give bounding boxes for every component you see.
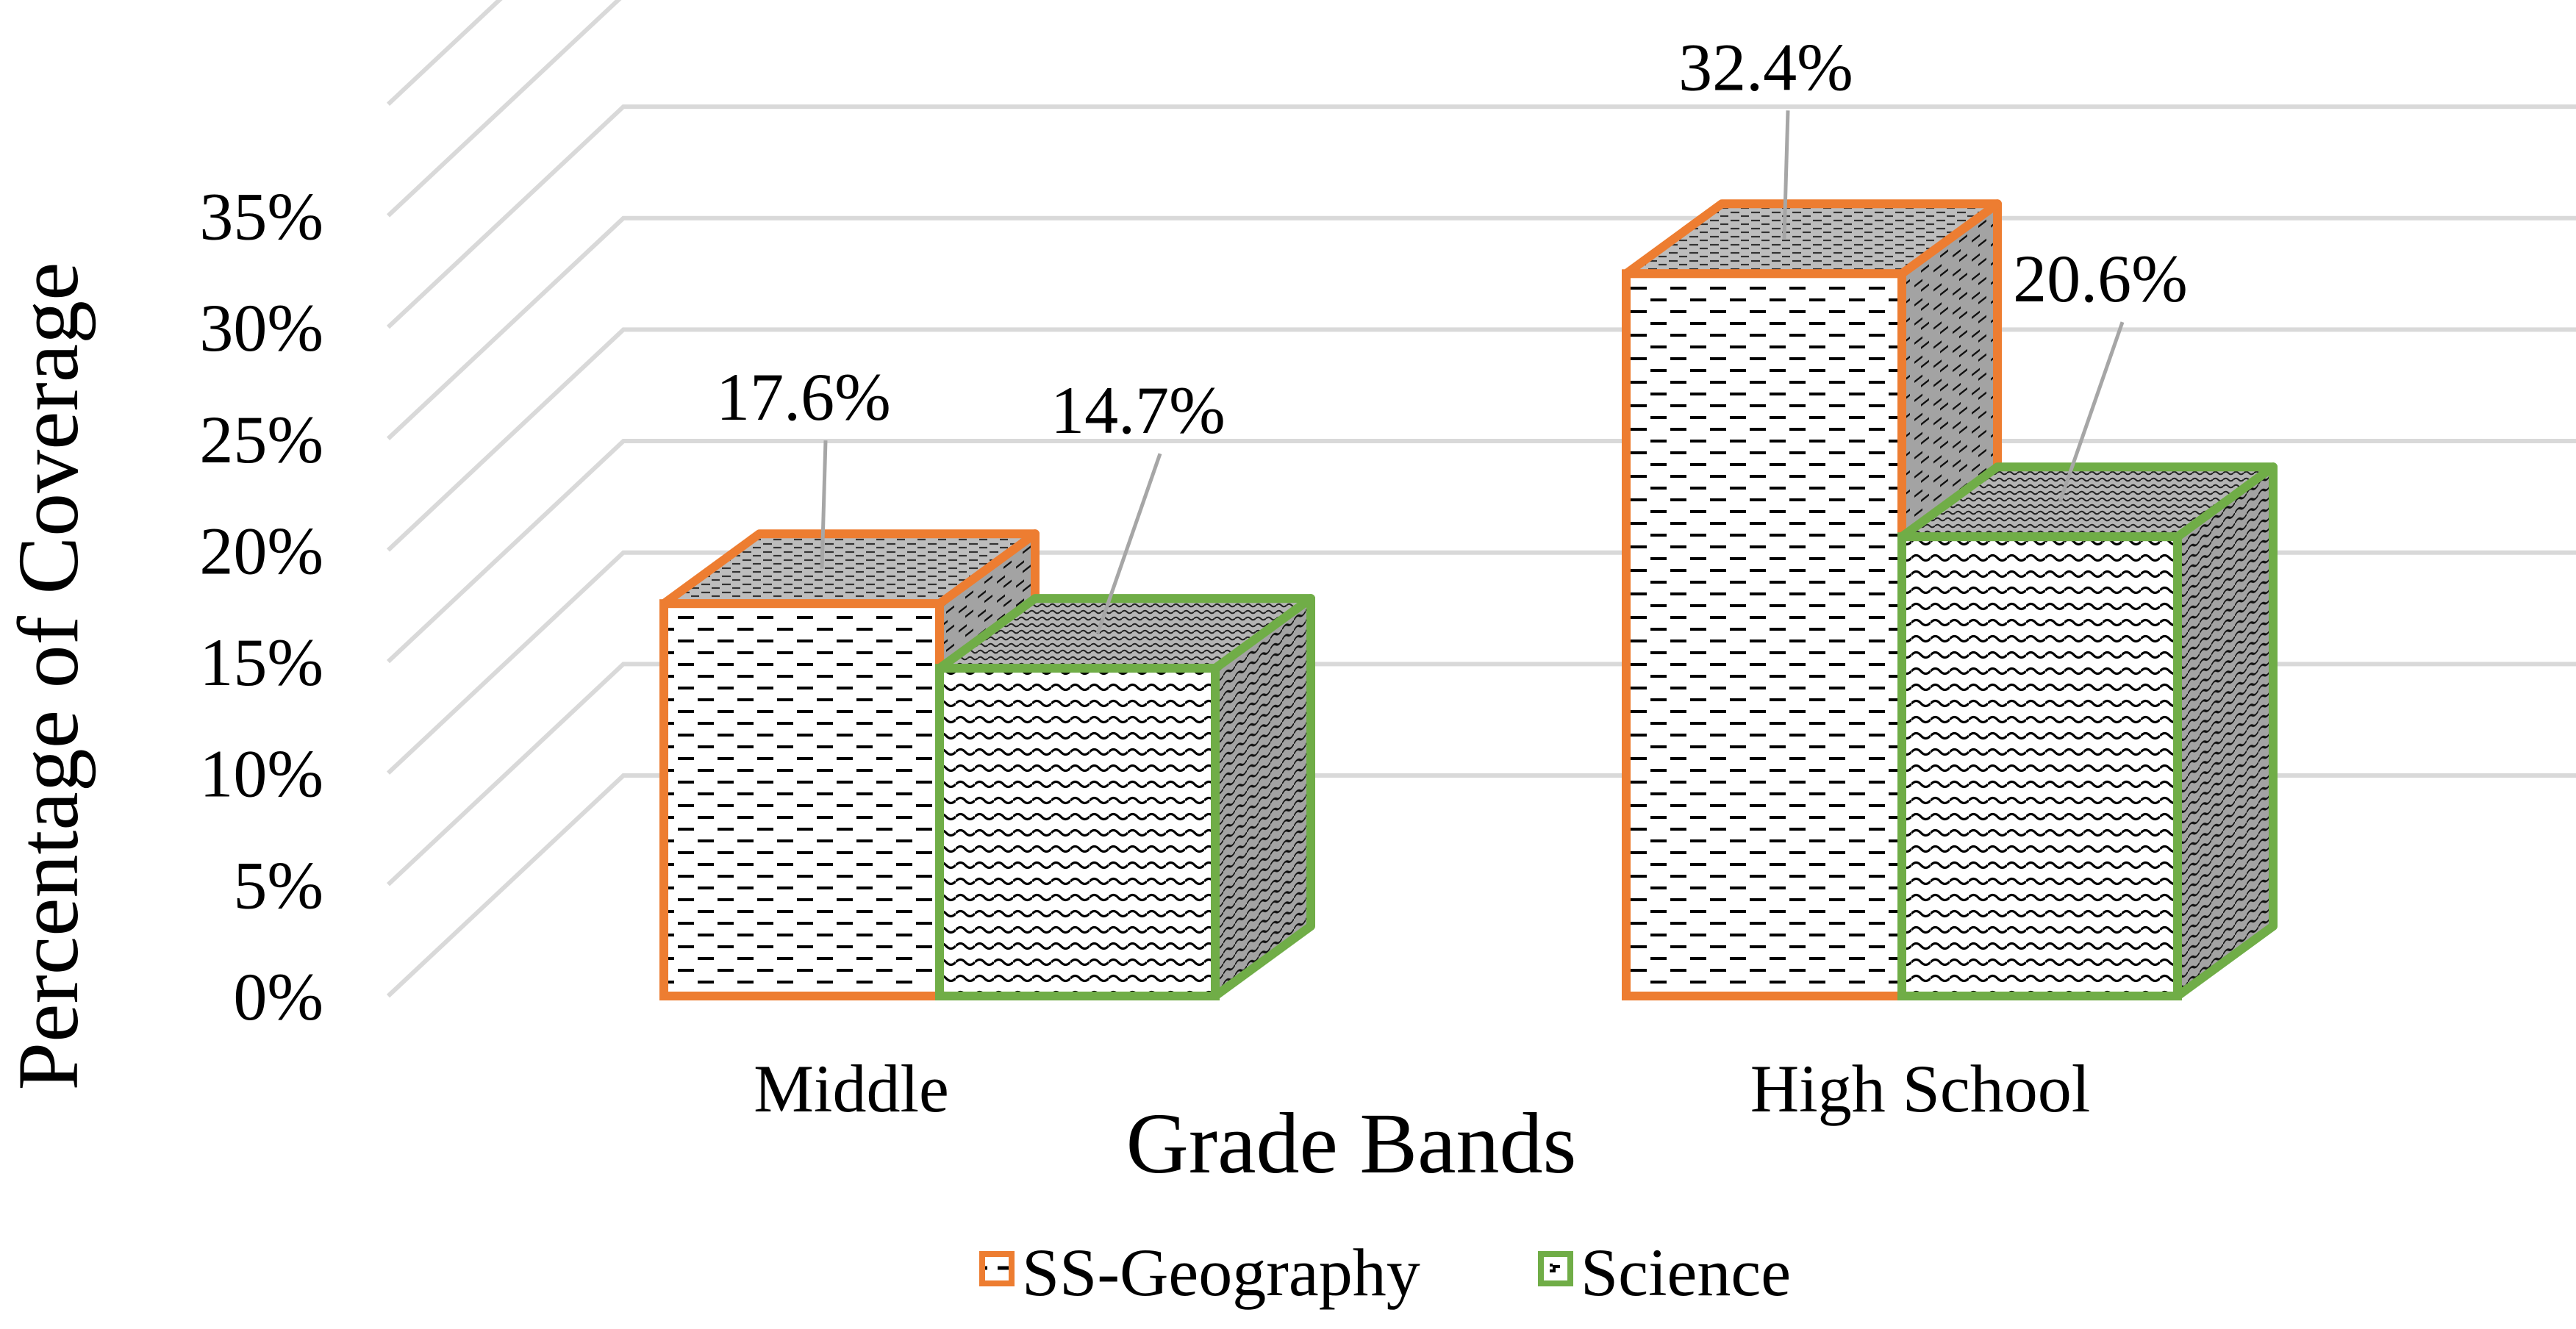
y-axis-title: Percentage of Coverage <box>0 262 96 1091</box>
y-tick-label: 0% <box>233 959 323 1034</box>
data-label-leader <box>820 440 828 569</box>
y-tick-label: 25% <box>199 402 323 477</box>
data-label: 32.4% <box>1678 29 1853 104</box>
data-label: 14.7% <box>1051 373 1226 448</box>
bar-front <box>935 664 1220 1000</box>
y-tick-label: 10% <box>199 737 323 812</box>
data-label-leader <box>1095 453 1162 634</box>
y-tick-label: 35% <box>199 179 323 254</box>
legend-label-science: Science <box>1581 1235 1791 1310</box>
bar-side <box>2173 462 2278 1000</box>
y-tick-label: 30% <box>199 290 323 365</box>
y-tick-label: 5% <box>233 848 323 923</box>
legend-swatch-science <box>1538 1251 1573 1286</box>
bar-front <box>659 599 944 1000</box>
x-tick-label: Middle <box>754 1051 949 1126</box>
legend-label-ss-geography: SS-Geography <box>1022 1235 1420 1310</box>
data-label: 20.6% <box>2013 241 2188 316</box>
data-label: 17.6% <box>716 359 891 434</box>
bar-science-middle <box>935 594 1315 1000</box>
x-tick-label: High School <box>1750 1051 2091 1126</box>
legend: SS-Geography Science <box>979 1235 1791 1310</box>
gridline <box>386 0 503 106</box>
gridline <box>386 0 622 218</box>
legend-swatch-ss-geography <box>979 1251 1015 1286</box>
data-label-leader <box>1782 110 1790 239</box>
y-tick-label: 15% <box>199 625 323 700</box>
gridline <box>386 104 2576 329</box>
bar-front <box>1897 532 2182 1000</box>
data-label-leader <box>2058 321 2125 503</box>
x-axis-title: Grade Bands <box>1126 1095 1577 1192</box>
bar-front <box>1622 269 1906 1001</box>
bar-science-high-school <box>1897 462 2278 1000</box>
y-tick-label: 20% <box>199 513 323 588</box>
